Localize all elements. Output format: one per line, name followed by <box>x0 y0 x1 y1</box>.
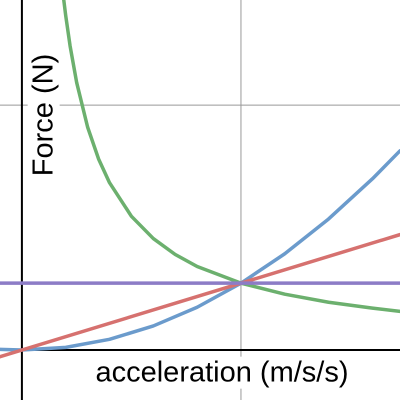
curve <box>0 149 400 352</box>
x-axis-label-bg <box>92 356 352 389</box>
x-axis-label: acceleration (m/s/s) <box>95 357 348 389</box>
y-axis-label-bg <box>27 50 60 180</box>
y-axis-label: Force (N) <box>28 54 60 176</box>
curve <box>62 0 400 314</box>
curve <box>0 232 400 359</box>
